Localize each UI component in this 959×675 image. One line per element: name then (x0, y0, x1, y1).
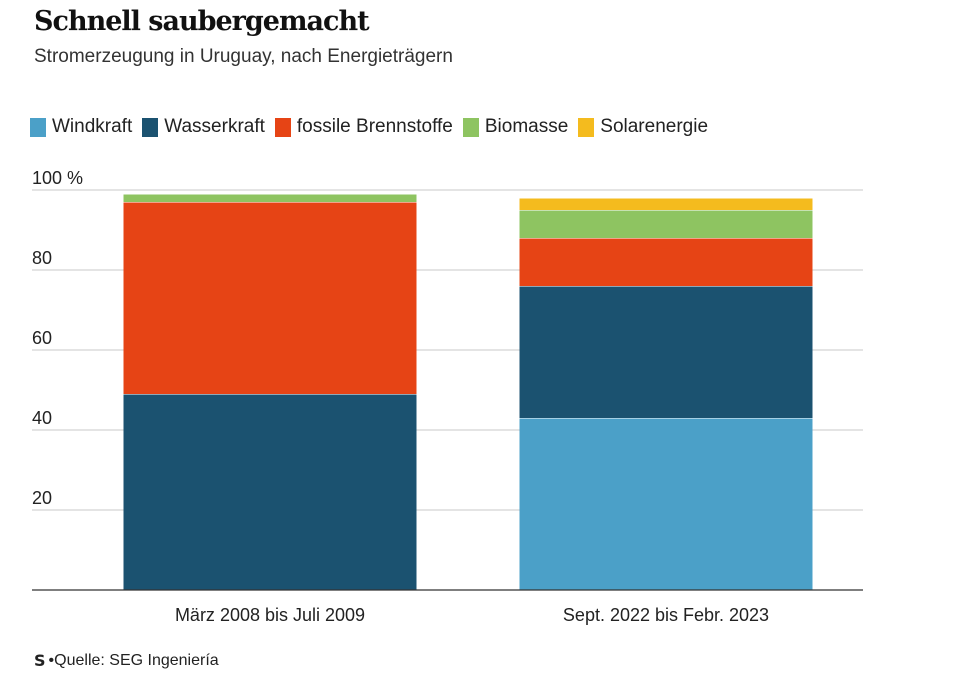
legend-label: Solarenergie (600, 116, 709, 137)
x-category-label: Sept. 2022 bis Febr. 2023 (563, 605, 769, 625)
legend-label: Wasserkraft (164, 116, 265, 137)
legend-item: Windkraft (30, 116, 132, 138)
stacked-bar-chart: 20 40 60 80 100 % März 2008 bis Juli 2009 Sept… (32, 168, 863, 625)
source-text: Quelle: SEG Ingeniería (54, 651, 219, 669)
bar-segment (519, 418, 813, 590)
legend-item: Wasserkraft (142, 116, 265, 138)
bar-segment (123, 202, 417, 394)
y-tick-label: 60 (32, 328, 52, 348)
source-note: S • Quelle: SEG Ingeniería (34, 651, 219, 670)
bar-segment (519, 286, 813, 418)
legend-label: Biomasse (484, 116, 569, 137)
chart-title: Schnell saubergemacht (34, 6, 370, 37)
legend-swatch (578, 117, 595, 137)
y-tick-label: 80 (32, 248, 52, 268)
source-bullet: • (48, 651, 55, 669)
legend-item: Biomasse (462, 116, 569, 138)
legend-item: fossile Brennstoffe (274, 116, 453, 138)
legend-swatch (274, 117, 291, 137)
legend-swatch (30, 117, 46, 137)
bar-segment (123, 394, 417, 590)
bar-segment (123, 194, 417, 202)
legend-swatch (462, 117, 479, 137)
legend: Windkraft Wasserkraft fossile Brennstoffe B… (30, 116, 718, 138)
bar-segment (519, 238, 813, 286)
y-tick-label: 40 (32, 408, 52, 428)
chart-subtitle: Stromerzeugung in Uruguay, nach Energiet… (34, 46, 453, 67)
spiegel-logo-icon: S (34, 651, 46, 670)
legend-item: Solarenergie (578, 116, 708, 138)
y-tick-label: 100 % (32, 168, 83, 188)
bar-segment (519, 210, 813, 238)
bar-segment (519, 198, 813, 210)
legend-label: fossile Brennstoffe (296, 116, 453, 137)
legend-label: Windkraft (52, 116, 133, 137)
y-tick-label: 20 (32, 488, 52, 508)
legend-swatch (142, 117, 159, 137)
x-category-label: März 2008 bis Juli 2009 (175, 605, 365, 625)
